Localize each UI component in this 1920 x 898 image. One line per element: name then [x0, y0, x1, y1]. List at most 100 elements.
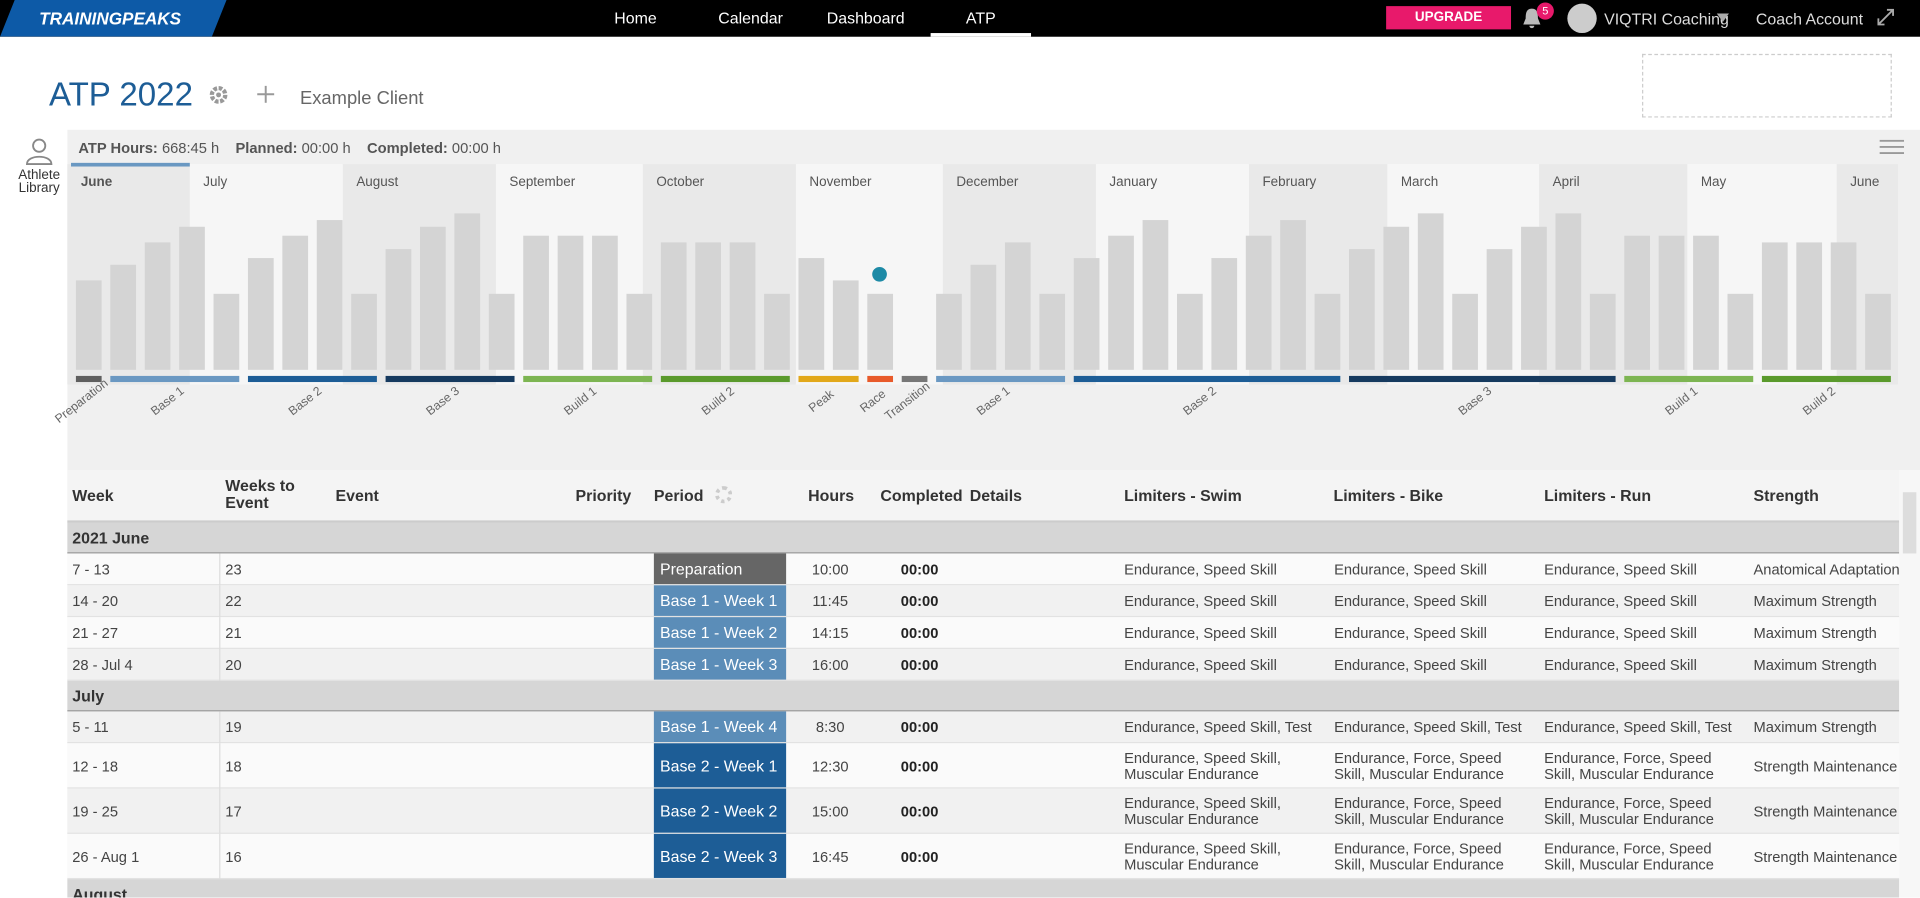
avatar[interactable]: [1567, 3, 1597, 34]
hours-bar: [1555, 213, 1582, 370]
expand-icon[interactable]: [1877, 8, 1894, 26]
month-label: September: [509, 174, 575, 189]
weeks-to-event: 16: [225, 847, 242, 866]
scrollbar[interactable]: [1899, 470, 1920, 898]
period-label: Base 1: [974, 384, 1013, 419]
period-segment: [75, 375, 102, 383]
limiters-bike: Endurance, Speed Skill: [1334, 560, 1487, 578]
hours: 16:00: [811, 656, 849, 674]
period-segment: [867, 375, 894, 383]
hours-bar: [247, 258, 274, 370]
planned-label: Planned:: [235, 139, 298, 157]
trophy-icon: [872, 266, 887, 282]
notification-badge: 5: [1536, 2, 1554, 20]
week: 12 - 18: [72, 757, 118, 775]
period: Base 2 - Week 2: [660, 801, 778, 820]
week: 7 - 13: [72, 560, 110, 578]
period-segment: [1761, 375, 1891, 383]
column-divider: [219, 743, 221, 789]
hours-bar: [420, 226, 446, 370]
completed-hours: 00:00 h: [451, 139, 501, 157]
hours-bar: [1073, 258, 1100, 370]
nav-calendar[interactable]: Calendar: [718, 8, 783, 27]
period-cell: [653, 743, 787, 788]
hours-bar: [1039, 293, 1066, 370]
limiters-bike: Endurance, Speed Skill: [1334, 592, 1487, 610]
add-icon[interactable]: [257, 85, 275, 103]
settings-icon[interactable]: [208, 84, 229, 105]
athlete-library-icon[interactable]: [24, 137, 56, 166]
strength: Strength Maintenance: [1753, 802, 1898, 820]
hours-bar: [1658, 235, 1685, 370]
table-row: [67, 743, 1900, 789]
period-label: Base 2: [1180, 384, 1219, 419]
hours: 14:15: [811, 624, 849, 642]
client-name: Example Client: [300, 88, 424, 109]
upgrade-button[interactable]: UPGRADE: [1386, 6, 1512, 30]
nav-atp[interactable]: ATP: [930, 0, 1032, 37]
limiters-run: Endurance, Speed Skill: [1544, 560, 1697, 578]
period-segment: [1349, 375, 1616, 383]
period-label: Build 1: [1662, 384, 1700, 418]
hours: 12:30: [811, 757, 849, 775]
column-header: Period: [653, 486, 704, 505]
hours-bar: [1865, 293, 1891, 370]
limiters-swim: Endurance, Speed Skill, Muscular Enduran…: [1124, 839, 1281, 873]
weeks-to-event: 18: [225, 757, 242, 775]
hours: 16:45: [811, 847, 849, 866]
planned-hours: 00:00 h: [301, 139, 351, 157]
period-segment: [385, 375, 515, 383]
group-row: [67, 680, 1900, 712]
table-row: [67, 788, 1900, 834]
menu-icon[interactable]: [1879, 139, 1905, 155]
hours-chart: June July August September October November De…: [52, 162, 1891, 426]
account-name[interactable]: VIQTRI Coaching: [1604, 9, 1729, 29]
athlete-library[interactable]: Athlete Library: [18, 167, 61, 196]
nav-dashboard[interactable]: Dashboard: [826, 8, 905, 27]
bell-icon[interactable]: [1521, 6, 1543, 30]
logo[interactable]: TRAININGPEAKS: [39, 8, 182, 29]
hours-bar: [970, 264, 997, 370]
period-label: Build 1: [561, 384, 599, 418]
period: Base 2 - Week 3: [660, 846, 778, 866]
table-row: [67, 648, 1900, 681]
week: 26 - Aug 1: [72, 847, 140, 866]
column-header: Strength: [1753, 486, 1819, 505]
group-row: [67, 522, 1900, 554]
hours: 8:30: [815, 718, 845, 736]
month-label: October: [656, 174, 704, 189]
hours-bar: [213, 293, 240, 370]
hours-bar: [832, 280, 859, 370]
top-nav: TRAININGPEAKS Home Calendar Dashboard AT…: [0, 0, 1920, 37]
scroll-thumb[interactable]: [1902, 492, 1917, 554]
hours-bar: [144, 242, 171, 370]
hours: 10:00: [811, 560, 849, 578]
period-cell: [653, 617, 787, 648]
hours-bar: [1314, 293, 1341, 370]
month-label: May: [1701, 174, 1727, 189]
period-cell: [653, 585, 787, 616]
nav-home[interactable]: Home: [614, 8, 657, 27]
hours-bar: [660, 242, 687, 370]
dropdown-caret[interactable]: [1716, 13, 1729, 23]
limiters-run: Endurance, Speed Skill: [1544, 592, 1697, 610]
column-header: Limiters - Bike: [1333, 486, 1444, 505]
period-cell: [653, 833, 787, 878]
limiters-bike: Endurance, Force, Speed Skill, Muscular …: [1334, 794, 1504, 828]
hours-bar: [454, 213, 481, 370]
limiters-run: Endurance, Force, Speed Skill, Muscular …: [1544, 748, 1714, 782]
completed: 00:00: [900, 847, 939, 866]
table-row: [67, 617, 1900, 649]
hours-bar: [179, 226, 205, 370]
column-header: Details: [969, 486, 1023, 505]
limiters-swim: Endurance, Speed Skill: [1124, 624, 1277, 642]
group-label: August: [72, 885, 128, 898]
logo-bg: [0, 0, 227, 37]
coach-account[interactable]: Coach Account: [1755, 9, 1864, 29]
completed: 00:00: [900, 802, 939, 820]
month-label: June: [81, 174, 113, 189]
limiters-swim: Endurance, Speed Skill, Test: [1124, 718, 1312, 736]
limiters-swim: Endurance, Speed Skill: [1124, 656, 1277, 674]
hours-bar: [1624, 235, 1651, 370]
column-divider: [219, 788, 221, 834]
